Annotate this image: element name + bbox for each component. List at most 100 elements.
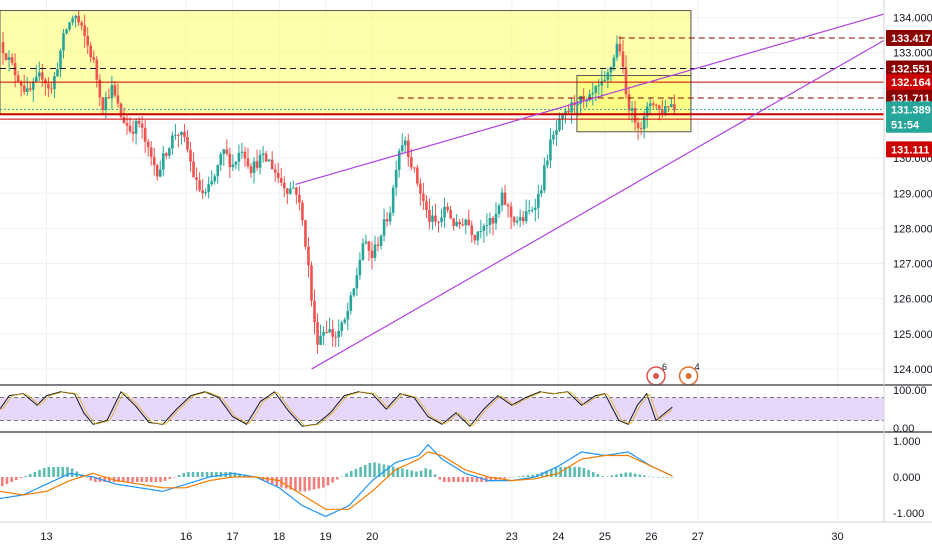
macd-histogram-bar (308, 477, 311, 491)
candle-body (585, 100, 588, 102)
macd-histogram-bar (5, 477, 9, 485)
macd-histogram-bar (508, 477, 511, 478)
macd-histogram-bar (382, 464, 386, 477)
oscillator-tick-label: 0.00 (893, 423, 914, 435)
candle-body (555, 130, 558, 135)
trendline[interactable] (311, 39, 885, 370)
candle-body (497, 205, 501, 214)
time-tick-label: 24 (552, 531, 564, 543)
candle-body (618, 43, 622, 52)
candle-body (425, 201, 428, 210)
macd-histogram-bar (405, 469, 409, 477)
price-tick-label: 127.000 (893, 259, 932, 271)
candle-body (443, 206, 446, 218)
candle-body (68, 22, 71, 30)
candle-body (624, 67, 628, 95)
macd-histogram-bar (168, 477, 172, 480)
candle-body (201, 190, 204, 194)
macd-histogram-bar (456, 477, 460, 483)
candle-body (246, 158, 250, 167)
macd-histogram-bar (84, 477, 88, 478)
trendlines[interactable] (295, 13, 885, 370)
candle-body (603, 79, 607, 82)
candle-body (558, 119, 561, 131)
candle-body (59, 50, 62, 70)
candle-body (38, 72, 41, 77)
candle-body (255, 161, 259, 168)
time-axis[interactable]: 13 16 17 18 19 20 23 24 25 26 27 30 (40, 531, 843, 543)
macd-histogram-bar (596, 473, 600, 477)
price-tick-label: 125.000 (893, 329, 932, 341)
candle-body (189, 149, 192, 162)
price-tag (886, 74, 932, 91)
candle-body (512, 217, 516, 223)
candle-body (16, 75, 20, 82)
macd-histogram-bar (187, 471, 190, 477)
macd-histogram-bar (522, 475, 525, 477)
candle-body (633, 108, 637, 123)
macd-histogram-bar (331, 477, 334, 483)
candle-body (234, 161, 238, 165)
candle-body (168, 148, 171, 156)
macd-line (0, 443, 673, 518)
candle-body (527, 210, 531, 212)
price-tag-label: 131.111 (891, 144, 930, 156)
candle-body (273, 169, 277, 173)
candle-body (107, 97, 111, 99)
oscillator-pane (0, 390, 884, 427)
candle-body (576, 103, 579, 106)
candle-body (464, 219, 468, 226)
candle-body (243, 151, 247, 159)
candle-body (579, 95, 582, 104)
candle-body (210, 181, 213, 185)
macd-histogram-bar (652, 477, 655, 478)
trendline[interactable] (295, 13, 885, 186)
candle-body (4, 53, 8, 61)
macd-histogram-bar (275, 477, 279, 487)
candle-body (34, 76, 38, 82)
macd-histogram-bar (103, 477, 106, 483)
candle-body (71, 18, 74, 23)
candle-body (367, 241, 371, 251)
macd-histogram-bar (531, 474, 535, 477)
price-tag-label: 132.164 (891, 77, 932, 89)
candle-body (524, 211, 528, 222)
macd-histogram-bar (121, 477, 125, 483)
macd-histogram-bar (545, 470, 548, 477)
candle-body (22, 85, 26, 92)
candle-body (149, 147, 153, 157)
candle-body (258, 154, 262, 168)
time-tick-label: 30 (831, 531, 843, 543)
candle-body (110, 85, 114, 99)
price-tick-label: 124.000 (893, 364, 932, 376)
candle-body (89, 45, 93, 58)
candle-body (422, 193, 425, 202)
macd-histogram-bar (489, 477, 493, 482)
candle-body (639, 128, 643, 130)
macd-histogram-bar (154, 477, 158, 483)
macd-histogram-bar (56, 466, 60, 477)
macd-histogram-bar (466, 477, 469, 483)
candle-body (19, 81, 23, 86)
pane-separators (0, 0, 932, 523)
macd-histogram-bar (14, 477, 18, 481)
candle-body (331, 329, 334, 337)
candle-body (7, 57, 11, 61)
macd-histogram-bar (363, 464, 367, 477)
price-tag (886, 116, 932, 133)
candle-body (334, 336, 337, 338)
candle-body (249, 166, 253, 174)
time-tick-label: 26 (645, 531, 657, 543)
macd-histogram-bar (419, 470, 423, 477)
candle-body (137, 120, 141, 124)
candle-body (213, 176, 217, 182)
candle-body (337, 330, 341, 338)
zone-rectangle[interactable] (576, 75, 692, 133)
oscillator-signal-line (0, 391, 673, 427)
candle-body (382, 219, 386, 236)
candle-body (537, 193, 540, 208)
candle-body (364, 241, 368, 244)
macd-histogram-bar (1, 477, 4, 487)
